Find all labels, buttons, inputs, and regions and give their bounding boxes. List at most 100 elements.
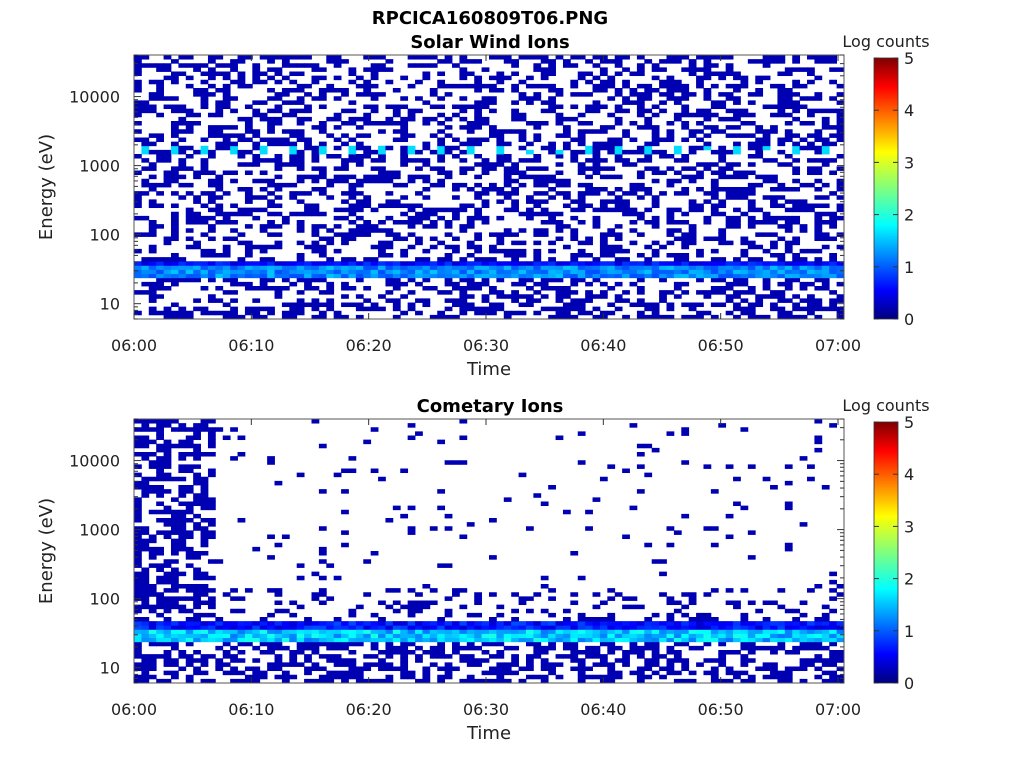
heatmap-cell bbox=[673, 600, 682, 606]
heatmap-cell bbox=[333, 617, 342, 622]
heatmap-cell bbox=[452, 154, 460, 159]
heatmap-cell bbox=[185, 439, 194, 445]
heatmap-cell bbox=[304, 55, 312, 60]
heatmap-cell bbox=[592, 166, 601, 171]
heatmap-cell bbox=[296, 621, 305, 626]
heatmap-cell bbox=[163, 604, 172, 610]
heatmap-cell bbox=[607, 670, 616, 676]
heatmap-cell bbox=[222, 170, 231, 176]
heatmap-cell bbox=[200, 273, 209, 279]
heatmap-cell bbox=[762, 63, 771, 68]
heatmap-cell bbox=[222, 96, 231, 101]
heatmap-cell bbox=[770, 485, 778, 490]
heatmap-cell bbox=[170, 518, 179, 523]
heatmap-cell bbox=[555, 277, 564, 283]
heatmap-cell bbox=[267, 633, 275, 639]
heatmap-cell bbox=[178, 571, 187, 577]
heatmap-cell bbox=[141, 538, 150, 544]
heatmap-cell bbox=[629, 281, 638, 287]
heatmap-cell bbox=[585, 273, 593, 279]
heatmap-cell bbox=[452, 302, 460, 308]
heatmap-cell bbox=[666, 666, 675, 672]
heatmap-cell bbox=[821, 273, 830, 279]
heatmap-cell bbox=[134, 439, 142, 445]
heatmap-cell bbox=[762, 633, 771, 639]
heatmap-cell bbox=[178, 650, 187, 655]
heatmap-cell bbox=[562, 133, 571, 138]
heatmap-cell bbox=[459, 419, 468, 424]
heatmap-cell bbox=[178, 625, 187, 630]
heatmap-cell bbox=[688, 240, 697, 246]
heatmap-cell bbox=[348, 674, 357, 680]
heatmap-cell bbox=[422, 670, 431, 676]
heatmap-cell bbox=[703, 658, 712, 663]
heatmap-cell bbox=[607, 248, 616, 254]
heatmap-cell bbox=[289, 625, 298, 630]
heatmap-cell bbox=[814, 178, 823, 184]
heatmap-cell bbox=[267, 125, 275, 130]
heatmap-cell bbox=[733, 476, 741, 482]
heatmap-cell bbox=[555, 625, 564, 630]
heatmap-cell bbox=[548, 265, 556, 270]
heatmap-cell bbox=[511, 654, 519, 659]
heatmap-cell bbox=[333, 174, 342, 180]
heatmap-cell bbox=[614, 224, 623, 229]
heatmap-cell bbox=[215, 178, 224, 184]
heatmap-cell bbox=[185, 464, 194, 469]
heatmap-cell bbox=[415, 261, 423, 266]
heatmap-cell bbox=[252, 244, 261, 250]
heatmap-cell bbox=[814, 621, 823, 626]
heatmap-cell bbox=[644, 83, 653, 89]
heatmap-cell bbox=[437, 290, 446, 295]
heatmap-cell bbox=[718, 145, 727, 151]
heatmap-cell bbox=[178, 501, 187, 507]
heatmap-cell bbox=[134, 654, 142, 659]
heatmap-cell bbox=[141, 158, 150, 163]
heatmap-cell bbox=[170, 302, 179, 308]
heatmap-cell bbox=[807, 273, 815, 279]
heatmap-cell bbox=[170, 253, 179, 258]
heatmap-cell bbox=[311, 265, 320, 270]
heatmap-cell bbox=[422, 261, 431, 266]
heatmap-cell bbox=[673, 83, 682, 89]
heatmap-cell bbox=[134, 137, 142, 143]
heatmap-cell bbox=[304, 302, 312, 308]
heatmap-cell bbox=[703, 141, 712, 147]
heatmap-cell bbox=[244, 207, 253, 213]
heatmap-cell bbox=[178, 489, 187, 494]
heatmap-cell bbox=[252, 633, 261, 639]
heatmap-cell bbox=[577, 253, 586, 258]
heatmap-cell bbox=[792, 158, 801, 163]
heatmap-cell bbox=[614, 154, 623, 159]
heatmap-cell bbox=[141, 584, 150, 589]
heatmap-cell bbox=[555, 191, 564, 196]
heatmap-cell bbox=[141, 480, 150, 486]
heatmap-cell bbox=[525, 215, 534, 221]
heatmap-cell bbox=[607, 79, 616, 85]
heatmap-cell bbox=[466, 625, 475, 630]
heatmap-cell bbox=[385, 662, 394, 667]
heatmap-cell bbox=[193, 600, 201, 606]
heatmap-cell bbox=[614, 203, 623, 209]
heatmap-cell bbox=[259, 116, 268, 122]
heatmap-cell bbox=[525, 608, 534, 614]
heatmap-cell bbox=[607, 75, 616, 81]
heatmap-cell bbox=[355, 604, 364, 610]
heatmap-cell bbox=[452, 137, 460, 143]
heatmap-cell bbox=[444, 257, 453, 262]
heatmap-cell bbox=[363, 195, 372, 200]
x-axis-label-cometary: Time bbox=[466, 723, 511, 744]
heatmap-cell bbox=[437, 563, 446, 568]
heatmap-cell bbox=[599, 55, 608, 60]
heatmap-cell bbox=[755, 265, 764, 270]
heatmap-cell bbox=[636, 678, 645, 684]
heatmap-cell bbox=[673, 629, 682, 634]
heatmap-cell bbox=[659, 83, 667, 89]
heatmap-cell bbox=[489, 273, 497, 279]
heatmap-cell bbox=[215, 645, 224, 651]
heatmap-cell bbox=[518, 600, 527, 606]
heatmap-cell bbox=[267, 129, 275, 134]
heatmap-cell bbox=[807, 248, 815, 254]
heatmap-cell bbox=[400, 104, 409, 110]
heatmap-cell bbox=[651, 178, 660, 184]
